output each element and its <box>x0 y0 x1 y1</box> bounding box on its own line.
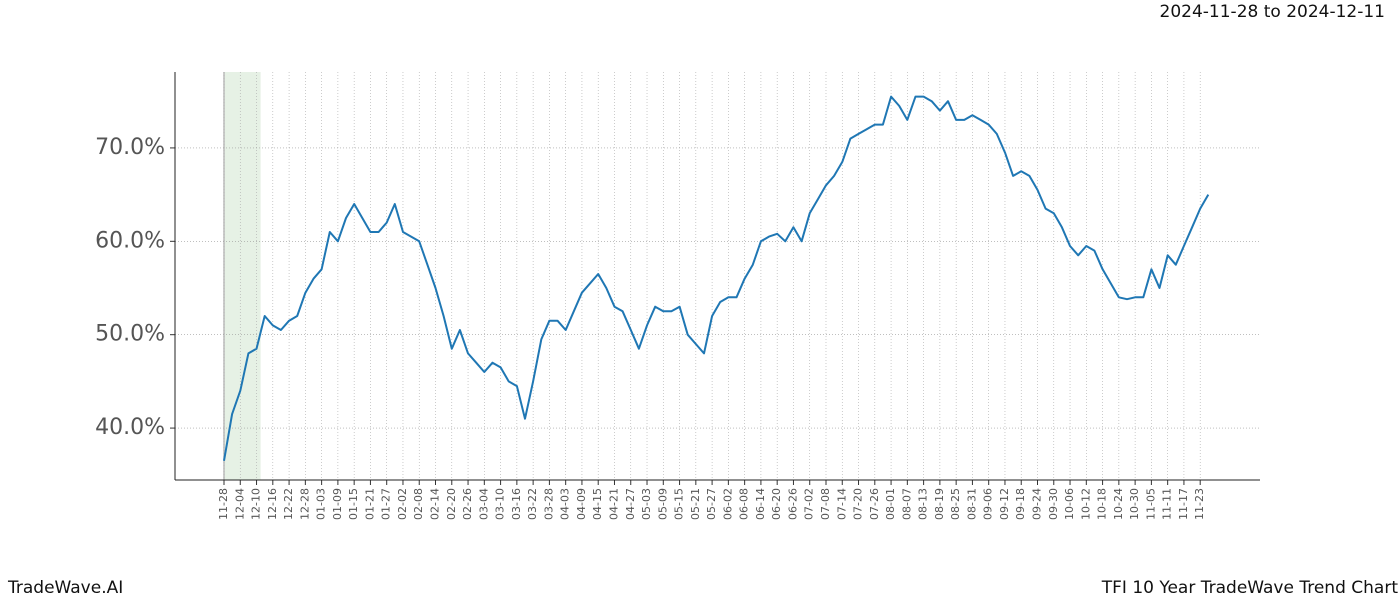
x-tick-label: 03-10 <box>494 488 507 520</box>
y-tick-label: 50.0% <box>95 322 165 347</box>
x-tick-label: 10-12 <box>1079 488 1092 520</box>
x-tick-label: 09-18 <box>1014 488 1027 520</box>
x-tick-label: 02-26 <box>461 488 474 520</box>
x-tick-label: 01-03 <box>315 488 328 520</box>
x-tick-label: 03-04 <box>477 488 490 520</box>
x-tick-label: 10-18 <box>1096 488 1109 520</box>
x-tick-label: 04-03 <box>559 488 572 520</box>
chart-subtitle: 2024-11-28 to 2024-12-11 <box>1160 2 1385 22</box>
x-tick-label: 12-04 <box>233 488 246 520</box>
x-tick-label: 10-30 <box>1128 488 1141 520</box>
x-tick-label: 08-01 <box>884 488 897 520</box>
x-tick-label: 07-26 <box>868 488 881 520</box>
x-tick-label: 10-06 <box>1063 488 1076 520</box>
x-tick-label: 12-10 <box>250 488 263 520</box>
x-tick-label: 07-08 <box>819 488 832 520</box>
x-tick-label: 09-30 <box>1047 488 1060 520</box>
x-tick-label: 02-20 <box>445 488 458 520</box>
x-tick-label: 07-02 <box>803 488 816 520</box>
x-tick-label: 02-14 <box>429 488 442 520</box>
x-tick-label: 11-05 <box>1144 488 1157 520</box>
x-tick-label: 03-16 <box>510 488 523 520</box>
x-tick-label: 10-24 <box>1112 488 1125 520</box>
x-tick-label: 02-08 <box>412 488 425 520</box>
x-tick-label: 05-21 <box>689 488 702 520</box>
x-tick-label: 09-12 <box>998 488 1011 520</box>
x-tick-label: 07-14 <box>835 488 848 520</box>
footer-brand: TradeWave.AI <box>7 578 123 598</box>
x-tick-label: 04-21 <box>607 488 620 520</box>
x-tick-label: 04-15 <box>591 488 604 520</box>
x-tick-label: 12-28 <box>298 488 311 520</box>
footer-title: TFI 10 Year TradeWave Trend Chart <box>1101 578 1399 598</box>
x-tick-label: 01-09 <box>331 488 344 520</box>
x-tick-label: 06-20 <box>770 488 783 520</box>
x-tick-label: 11-23 <box>1193 488 1206 520</box>
x-tick-label: 08-31 <box>965 488 978 520</box>
x-tick-label: 05-27 <box>705 488 718 520</box>
x-tick-label: 11-11 <box>1161 488 1174 520</box>
x-tick-label: 04-09 <box>575 488 588 520</box>
x-tick-label: 11-17 <box>1177 488 1190 520</box>
x-tick-label: 08-07 <box>900 488 913 520</box>
x-tick-label: 06-14 <box>754 488 767 520</box>
y-tick-label: 70.0% <box>95 135 165 160</box>
x-tick-label: 03-28 <box>542 488 555 520</box>
x-tick-label: 02-02 <box>396 488 409 520</box>
x-tick-label: 11-28 <box>217 488 230 520</box>
x-tick-label: 06-26 <box>786 488 799 520</box>
x-tick-label: 06-02 <box>721 488 734 520</box>
x-tick-label: 05-09 <box>656 488 669 520</box>
x-tick-label: 08-13 <box>917 488 930 520</box>
x-tick-label: 01-21 <box>363 488 376 520</box>
x-tick-label: 09-24 <box>1031 488 1044 520</box>
y-tick-label: 40.0% <box>95 415 165 440</box>
x-tick-label: 08-25 <box>949 488 962 520</box>
x-tick-label: 08-19 <box>933 488 946 520</box>
x-tick-label: 12-16 <box>266 488 279 520</box>
x-tick-label: 01-15 <box>347 488 360 520</box>
trend-line <box>223 95 1210 461</box>
x-tick-label: 04-27 <box>624 488 637 520</box>
y-tick-label: 60.0% <box>95 228 165 253</box>
highlight-band <box>224 72 261 480</box>
x-tick-label: 09-06 <box>982 488 995 520</box>
x-tick-label: 07-20 <box>852 488 865 520</box>
x-tick-label: 05-15 <box>673 488 686 520</box>
x-tick-label: 05-03 <box>640 488 653 520</box>
x-tick-label: 06-08 <box>738 488 751 520</box>
x-tick-label: 01-27 <box>380 488 393 520</box>
x-tick-label: 03-22 <box>526 488 539 520</box>
x-tick-label: 12-22 <box>282 488 295 520</box>
